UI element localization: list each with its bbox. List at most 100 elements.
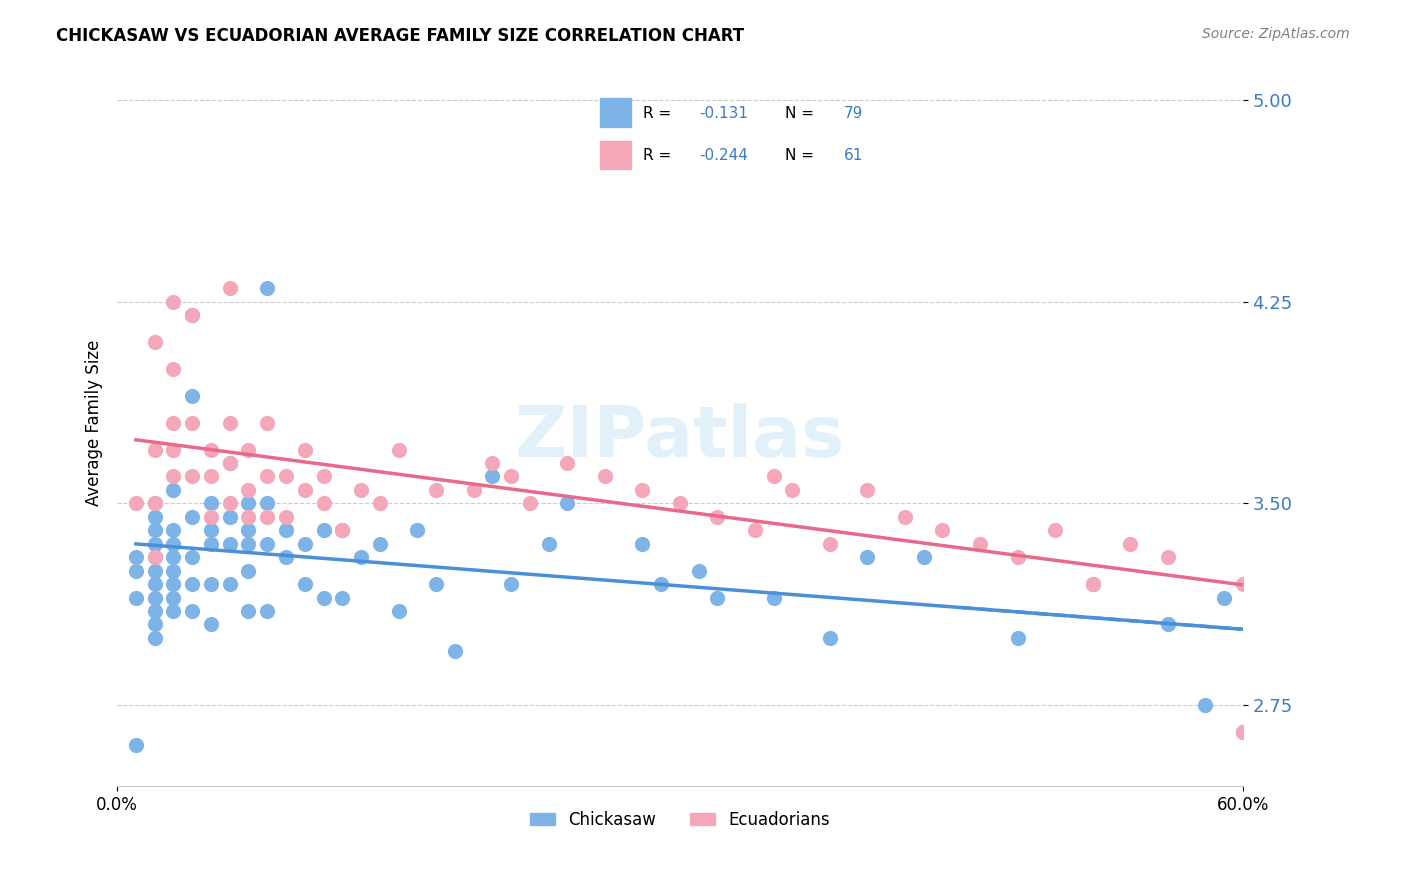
Point (218, 281, 240, 295)
Point (894, 509, 917, 524)
Point (256, 281, 278, 295)
Point (557, 496, 579, 510)
Point (143, 509, 166, 524)
Point (481, 469, 503, 483)
Point (162, 469, 184, 483)
Point (856, 483, 879, 497)
Point (481, 456, 503, 470)
Point (294, 577, 316, 591)
Point (1119, 537, 1142, 551)
Point (181, 416, 204, 430)
Point (181, 577, 204, 591)
Text: -0.244: -0.244 (699, 148, 748, 162)
Point (931, 523, 953, 537)
Point (519, 496, 541, 510)
Point (200, 469, 222, 483)
Point (200, 577, 222, 591)
Point (143, 334, 166, 349)
Point (1081, 577, 1104, 591)
Point (162, 591, 184, 605)
Point (218, 496, 240, 510)
Point (143, 631, 166, 645)
Point (1007, 631, 1029, 645)
Point (912, 550, 935, 565)
Point (143, 577, 166, 591)
Point (200, 617, 222, 632)
Point (368, 496, 391, 510)
Point (762, 591, 785, 605)
Point (238, 564, 260, 578)
Point (330, 523, 353, 537)
Point (969, 537, 991, 551)
Text: ZIPatlas: ZIPatlas (515, 402, 845, 472)
Point (200, 496, 222, 510)
Point (1212, 591, 1234, 605)
Point (856, 550, 879, 565)
Point (143, 496, 166, 510)
Point (501, 577, 523, 591)
Point (200, 509, 222, 524)
Point (143, 617, 166, 632)
Point (593, 469, 616, 483)
Point (782, 483, 804, 497)
Point (387, 442, 409, 457)
Point (162, 537, 184, 551)
Point (218, 577, 240, 591)
Point (501, 469, 523, 483)
Point (181, 550, 204, 565)
Point (181, 308, 204, 322)
Point (463, 483, 485, 497)
Point (200, 537, 222, 551)
Point (1194, 698, 1216, 712)
Point (143, 591, 166, 605)
Text: 79: 79 (844, 106, 863, 120)
Point (557, 456, 579, 470)
Point (162, 362, 184, 376)
Point (669, 496, 692, 510)
Point (330, 523, 353, 537)
Point (238, 537, 260, 551)
Point (425, 577, 447, 591)
Point (256, 469, 278, 483)
Y-axis label: Average Family Size: Average Family Size (86, 340, 103, 506)
Point (218, 456, 240, 470)
Point (125, 591, 148, 605)
Point (1232, 725, 1254, 739)
Point (256, 496, 278, 510)
Point (200, 442, 222, 457)
Point (350, 483, 373, 497)
Point (162, 604, 184, 618)
Point (818, 537, 841, 551)
Point (238, 604, 260, 618)
Point (162, 564, 184, 578)
Point (688, 564, 710, 578)
Point (181, 389, 204, 403)
Point (425, 483, 447, 497)
Point (125, 496, 148, 510)
Point (706, 591, 728, 605)
Point (125, 564, 148, 578)
Point (368, 537, 391, 551)
Point (162, 577, 184, 591)
Point (143, 442, 166, 457)
Point (162, 483, 184, 497)
Point (294, 483, 316, 497)
Point (238, 523, 260, 537)
Text: R =: R = (643, 106, 676, 120)
Point (218, 537, 240, 551)
Point (387, 604, 409, 618)
Point (125, 739, 148, 753)
Point (1232, 577, 1254, 591)
Point (162, 416, 184, 430)
Point (162, 442, 184, 457)
Point (238, 509, 260, 524)
Point (143, 496, 166, 510)
Point (312, 591, 335, 605)
Point (274, 550, 297, 565)
Point (443, 644, 465, 658)
Text: Source: ZipAtlas.com: Source: ZipAtlas.com (1202, 27, 1350, 41)
Point (631, 483, 654, 497)
Point (350, 550, 373, 565)
Point (312, 496, 335, 510)
Point (256, 509, 278, 524)
